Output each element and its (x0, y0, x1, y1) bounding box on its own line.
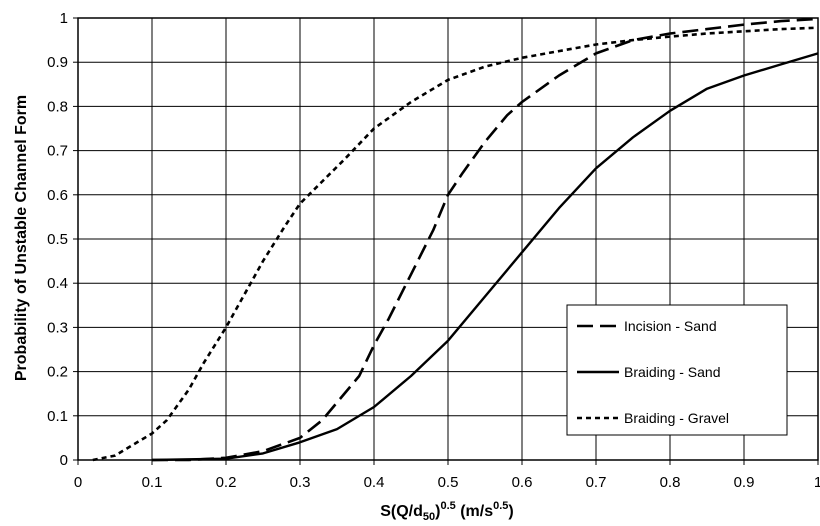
x-axis-ticks: 0 0.1 0.2 0.3 0.4 0.5 0.6 0.7 0.8 0.9 1 (74, 460, 820, 491)
x-axis-title-sub: 50 (423, 511, 435, 523)
x-tick-label: 0.2 (216, 474, 237, 491)
legend-label-braiding-gravel: Braiding - Gravel (624, 410, 729, 426)
x-axis-title-sup: 0.5 (440, 500, 455, 512)
x-tick-label: 0.7 (586, 474, 607, 491)
series-line-incision-sand (152, 17, 819, 462)
x-tick-label: 0.1 (142, 474, 163, 491)
x-tick-label: 0.9 (734, 474, 755, 491)
y-tick-label: 0.5 (47, 231, 68, 248)
y-axis-ticks: 0 0.1 0.2 0.3 0.4 0.5 0.6 0.7 0.8 0.9 1 (47, 10, 78, 469)
x-tick-label: 0.8 (660, 474, 681, 491)
y-tick-label: 0.3 (47, 319, 68, 336)
y-tick-label: 0.1 (47, 408, 68, 425)
x-tick-label: 0.5 (438, 474, 459, 491)
y-tick-label: 0 (60, 452, 68, 469)
y-axis-title: Probability of Unstable Channel Form (13, 95, 30, 381)
legend-label-braiding-sand: Braiding - Sand (624, 364, 721, 380)
x-axis-title-unit-sup: 0.5 (493, 500, 508, 512)
x-axis-title: S(Q/d50)0.5 (m/s0.5) (380, 500, 514, 523)
legend-label-incision-sand: Incision - Sand (624, 318, 717, 334)
x-axis-title-base: S(Q/d (380, 503, 423, 520)
x-tick-label: 0.3 (290, 474, 311, 491)
y-tick-label: 0.4 (47, 275, 68, 292)
series-layer (92, 17, 819, 462)
y-tick-label: 0.6 (47, 187, 68, 204)
x-tick-label: 0.6 (512, 474, 533, 491)
x-axis-title-unit-end: ) (508, 503, 513, 520)
y-tick-label: 0.7 (47, 143, 68, 160)
x-axis-title-unit: (m/s (456, 503, 493, 520)
y-tick-label: 0.9 (47, 54, 68, 71)
y-tick-label: 0.8 (47, 98, 68, 115)
y-tick-label: 0.2 (47, 364, 68, 381)
x-tick-label: 0.4 (364, 474, 385, 491)
y-tick-label: 1 (60, 10, 68, 27)
x-tick-label: 0 (74, 474, 82, 491)
legend: Incision - Sand Braiding - Sand Braiding -… (566, 304, 788, 436)
x-axis-title-paren: ) (435, 503, 440, 520)
series-line-braiding-gravel (92, 26, 819, 462)
series-line-braiding-sand (151, 52, 819, 462)
x-tick-label: 1 (814, 474, 820, 491)
